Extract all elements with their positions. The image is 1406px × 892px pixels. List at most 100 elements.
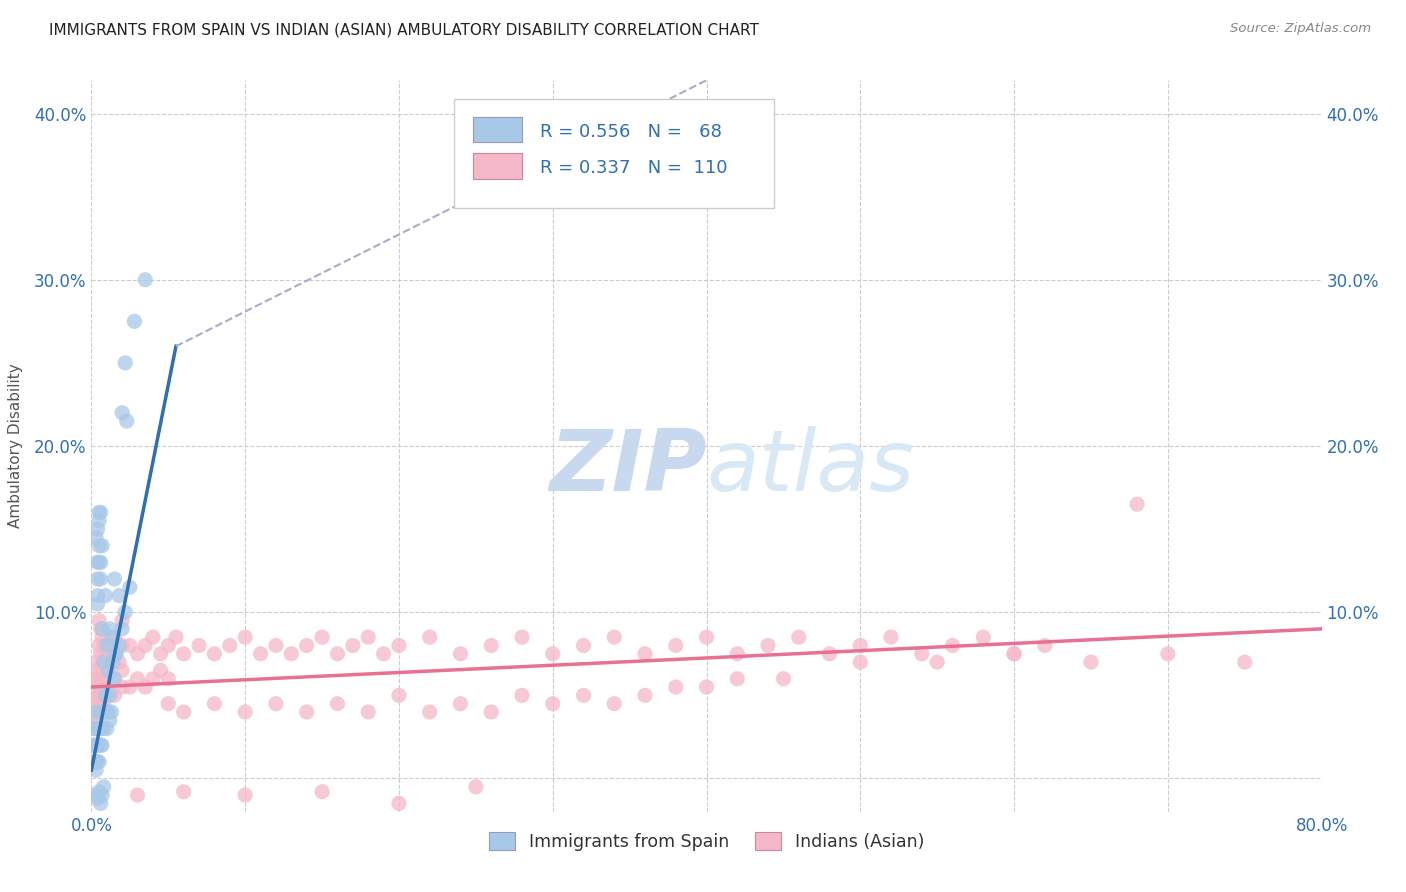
Point xyxy=(295,705,318,719)
Point xyxy=(111,406,134,420)
Point xyxy=(84,655,107,669)
Point xyxy=(173,785,195,799)
Point xyxy=(90,647,112,661)
Point xyxy=(84,738,107,752)
Point xyxy=(572,639,595,653)
Point xyxy=(84,788,107,802)
Point xyxy=(84,755,107,769)
Point xyxy=(96,672,118,686)
Point xyxy=(86,522,108,536)
Point xyxy=(94,689,117,703)
Point xyxy=(1126,497,1149,511)
Point xyxy=(98,689,121,703)
Point xyxy=(756,639,779,653)
Point xyxy=(111,680,134,694)
Point xyxy=(96,705,118,719)
Point xyxy=(541,647,564,661)
Point xyxy=(880,630,903,644)
Point xyxy=(98,622,121,636)
Point xyxy=(419,630,441,644)
Point xyxy=(96,639,118,653)
Point xyxy=(127,672,149,686)
Point xyxy=(124,314,146,328)
Point xyxy=(87,755,110,769)
Point xyxy=(157,697,180,711)
Point xyxy=(108,655,131,669)
Point xyxy=(87,539,110,553)
Point xyxy=(127,647,149,661)
Point xyxy=(149,664,172,678)
Point xyxy=(90,797,112,811)
Point xyxy=(105,647,127,661)
Point xyxy=(326,647,349,661)
Point xyxy=(665,639,688,653)
Point xyxy=(725,647,748,661)
Point xyxy=(83,705,105,719)
Point xyxy=(357,630,380,644)
Point xyxy=(127,788,149,802)
Point xyxy=(96,689,118,703)
Point xyxy=(84,705,107,719)
Point xyxy=(388,689,411,703)
Point xyxy=(101,655,124,669)
Point xyxy=(87,614,110,628)
Point xyxy=(108,639,131,653)
Point xyxy=(165,630,187,644)
Point xyxy=(100,705,122,719)
Point xyxy=(142,672,165,686)
Point xyxy=(86,791,108,805)
Text: ZIP: ZIP xyxy=(548,426,706,509)
Point xyxy=(264,697,287,711)
Point xyxy=(87,506,110,520)
Point xyxy=(91,655,114,669)
Text: Source: ZipAtlas.com: Source: ZipAtlas.com xyxy=(1230,22,1371,36)
Point xyxy=(82,738,104,752)
Point xyxy=(103,672,125,686)
Point xyxy=(111,664,134,678)
Point xyxy=(90,506,112,520)
Point xyxy=(100,639,122,653)
Point xyxy=(157,672,180,686)
Point xyxy=(541,697,564,711)
Point xyxy=(100,630,122,644)
Point xyxy=(87,555,110,569)
Point xyxy=(449,647,471,661)
Point xyxy=(388,639,411,653)
Point xyxy=(202,697,225,711)
Point xyxy=(202,647,225,661)
Point xyxy=(603,697,626,711)
Point xyxy=(134,680,156,694)
Point xyxy=(115,414,138,428)
Point xyxy=(83,755,105,769)
Point xyxy=(96,722,118,736)
Point xyxy=(665,680,688,694)
Point xyxy=(142,630,165,644)
Point xyxy=(1002,647,1025,661)
Point xyxy=(510,630,533,644)
Point xyxy=(83,672,105,686)
Point xyxy=(93,780,115,794)
Point xyxy=(86,722,108,736)
Point xyxy=(86,722,108,736)
Text: R = 0.337   N =  110: R = 0.337 N = 110 xyxy=(540,160,728,178)
Point xyxy=(97,705,120,719)
Point xyxy=(134,273,156,287)
Point xyxy=(479,639,502,653)
Point xyxy=(103,672,125,686)
Point xyxy=(118,639,141,653)
Point xyxy=(91,622,114,636)
Point xyxy=(342,639,364,653)
Point xyxy=(86,589,108,603)
Point xyxy=(118,580,141,594)
Point xyxy=(86,664,108,678)
Text: R = 0.556   N =   68: R = 0.556 N = 68 xyxy=(540,123,723,141)
Point xyxy=(114,356,136,370)
Point xyxy=(233,788,256,802)
Point xyxy=(87,680,110,694)
Point xyxy=(1157,647,1180,661)
Point xyxy=(449,697,471,711)
Point xyxy=(97,664,120,678)
Point xyxy=(86,572,108,586)
Point xyxy=(91,539,114,553)
Point xyxy=(111,614,134,628)
